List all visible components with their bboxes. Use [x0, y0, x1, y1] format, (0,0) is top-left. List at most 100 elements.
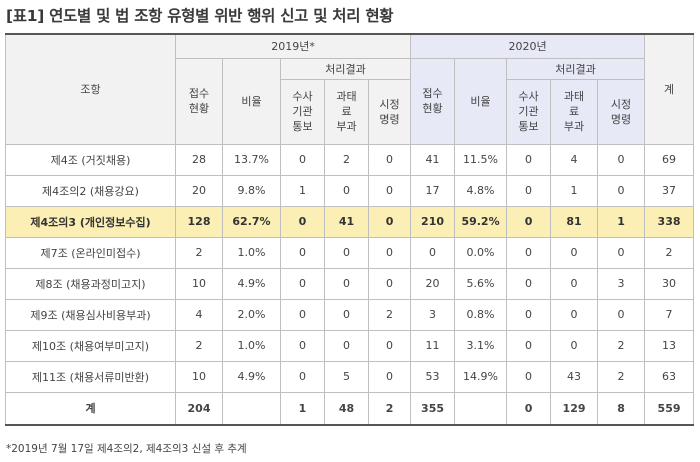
2019-ratio-cell: 9.8% [222, 174, 281, 207]
2020-fine-cell: 0 [550, 236, 599, 269]
2019-fine-cell: 48 [324, 391, 369, 426]
2019-notify-cell: 0 [280, 298, 325, 331]
2020-order-cell: 2 [597, 329, 646, 362]
2020-notify-cell: 0 [506, 236, 552, 269]
2019-received-cell: 2 [175, 236, 223, 269]
header-result: 처리결과 [279, 57, 412, 80]
2020-fine-cell: 4 [550, 143, 599, 176]
2020-ratio-cell: 14.9% [454, 360, 508, 393]
2019-ratio-cell: 62.7% [222, 205, 281, 238]
header-notify: 수사 기관 통보 [280, 78, 325, 145]
2019-order-cell: 0 [367, 174, 412, 207]
2019-notify-cell: 1 [280, 174, 325, 207]
2020-fine-cell: 43 [550, 360, 599, 393]
article-cell: 제8조 (채용과정미고지) [5, 267, 176, 300]
header-received-label: 접수 현황 [422, 87, 443, 115]
total-cell: 338 [644, 205, 695, 238]
2019-ratio-cell: 1.0% [222, 236, 281, 269]
total-cell: 13 [644, 329, 695, 362]
article-cell: 제10조 (채용여부미고지) [5, 329, 176, 362]
2019-received-cell: 204 [175, 391, 223, 426]
2019-order-cell: 0 [367, 360, 412, 393]
table-header: 조항 2019년* 2020년 계 접수 현황 비율 처리결과 접수 현황 비율 처… [5, 33, 695, 145]
2019-notify-cell: 0 [280, 329, 325, 362]
2020-fine-cell: 0 [550, 267, 599, 300]
2020-notify-cell: 0 [506, 329, 552, 362]
2019-fine-cell: 5 [324, 360, 369, 393]
2020-order-cell: 2 [597, 360, 646, 393]
table-row: 제10조 (채용여부미고지) 2 1.0% 0 0 0 11 3.1% 0 0 2 13 [5, 329, 695, 362]
2019-fine-cell: 0 [324, 174, 369, 207]
2019-fine-cell: 0 [324, 329, 369, 362]
2020-ratio-cell: 11.5% [454, 143, 508, 176]
2019-fine-cell: 2 [324, 143, 369, 176]
2019-received-cell: 2 [175, 329, 223, 362]
2019-ratio-cell [222, 391, 281, 426]
article-cell: 제4조 (거짓채용) [5, 143, 176, 176]
2019-order-cell: 0 [367, 329, 412, 362]
2019-received-cell: 10 [175, 267, 223, 300]
2020-notify-cell: 0 [506, 205, 552, 238]
2019-notify-cell: 1 [280, 391, 325, 426]
2019-ratio-cell: 2.0% [222, 298, 281, 331]
header-received: 접수 현황 [410, 57, 456, 145]
2020-ratio-cell: 0.0% [454, 236, 508, 269]
header-received-label: 접수 현황 [188, 87, 210, 115]
2020-order-cell: 0 [597, 143, 646, 176]
2020-order-cell: 8 [597, 391, 646, 426]
2020-order-cell: 0 [597, 174, 646, 207]
2020-received-cell: 20 [410, 267, 456, 300]
2020-ratio-cell: 59.2% [454, 205, 508, 238]
2019-order-cell: 0 [367, 205, 412, 238]
2020-notify-cell: 0 [506, 143, 552, 176]
2019-ratio-cell: 13.7% [222, 143, 281, 176]
2020-order-cell: 1 [597, 205, 646, 238]
table-title: [표1] 연도별 및 법 조항 유형별 위반 행위 신고 및 처리 현황 [6, 7, 394, 25]
header-notify: 수사 기관 통보 [506, 78, 552, 145]
2019-fine-cell: 0 [324, 236, 369, 269]
footnote: *2019년 7월 17일 제4조의2, 제4조의3 신설 후 추계 [6, 443, 247, 455]
2019-order-cell: 0 [367, 267, 412, 300]
total-cell: 69 [644, 143, 695, 176]
2019-notify-cell: 0 [280, 143, 325, 176]
2020-notify-cell: 0 [506, 267, 552, 300]
statistics-table: 조항 2019년* 2020년 계 접수 현황 비율 처리결과 접수 현황 비율 처… [5, 33, 695, 426]
2019-order-cell: 0 [367, 236, 412, 269]
2020-ratio-cell: 5.6% [454, 267, 508, 300]
2020-received-cell: 53 [410, 360, 456, 393]
table-row: 제11조 (채용서류미반환) 10 4.9% 0 5 0 53 14.9% 0 43 2 63 [5, 360, 695, 393]
2019-received-cell: 20 [175, 174, 223, 207]
2020-ratio-cell: 3.1% [454, 329, 508, 362]
header-ratio: 비율 [454, 57, 508, 145]
2020-received-cell: 17 [410, 174, 456, 207]
header-article: 조항 [5, 33, 176, 145]
article-cell: 제4조의2 (채용강요) [5, 174, 176, 207]
2020-received-cell: 11 [410, 329, 456, 362]
2019-notify-cell: 0 [280, 236, 325, 269]
2019-order-cell: 0 [367, 143, 412, 176]
article-cell: 제4조의3 (개인정보수집) [5, 205, 176, 238]
2019-ratio-cell: 4.9% [222, 267, 281, 300]
2020-fine-cell: 0 [550, 298, 599, 331]
2019-ratio-cell: 4.9% [222, 360, 281, 393]
2020-fine-cell: 0 [550, 329, 599, 362]
2020-received-cell: 3 [410, 298, 456, 331]
header-notify-label: 수사 기관 통보 [292, 90, 313, 133]
total-cell: 559 [644, 391, 695, 426]
header-result: 처리결과 [506, 57, 646, 80]
2019-received-cell: 4 [175, 298, 223, 331]
header-notify-label: 수사 기관 통보 [518, 90, 539, 133]
total-cell: 30 [644, 267, 695, 300]
2020-order-cell: 0 [597, 298, 646, 331]
header-fine-label: 과태 료 부과 [336, 90, 357, 133]
2019-received-cell: 10 [175, 360, 223, 393]
2020-notify-cell: 0 [506, 174, 552, 207]
2019-order-cell: 2 [367, 298, 412, 331]
header-ratio: 비율 [222, 57, 281, 145]
2019-fine-cell: 0 [324, 298, 369, 331]
2020-order-cell: 3 [597, 267, 646, 300]
article-cell: 계 [5, 391, 176, 426]
table-row: 제4조 (거짓채용) 28 13.7% 0 2 0 41 11.5% 0 4 0 69 [5, 143, 695, 176]
2019-received-cell: 28 [175, 143, 223, 176]
2019-ratio-cell: 1.0% [222, 329, 281, 362]
